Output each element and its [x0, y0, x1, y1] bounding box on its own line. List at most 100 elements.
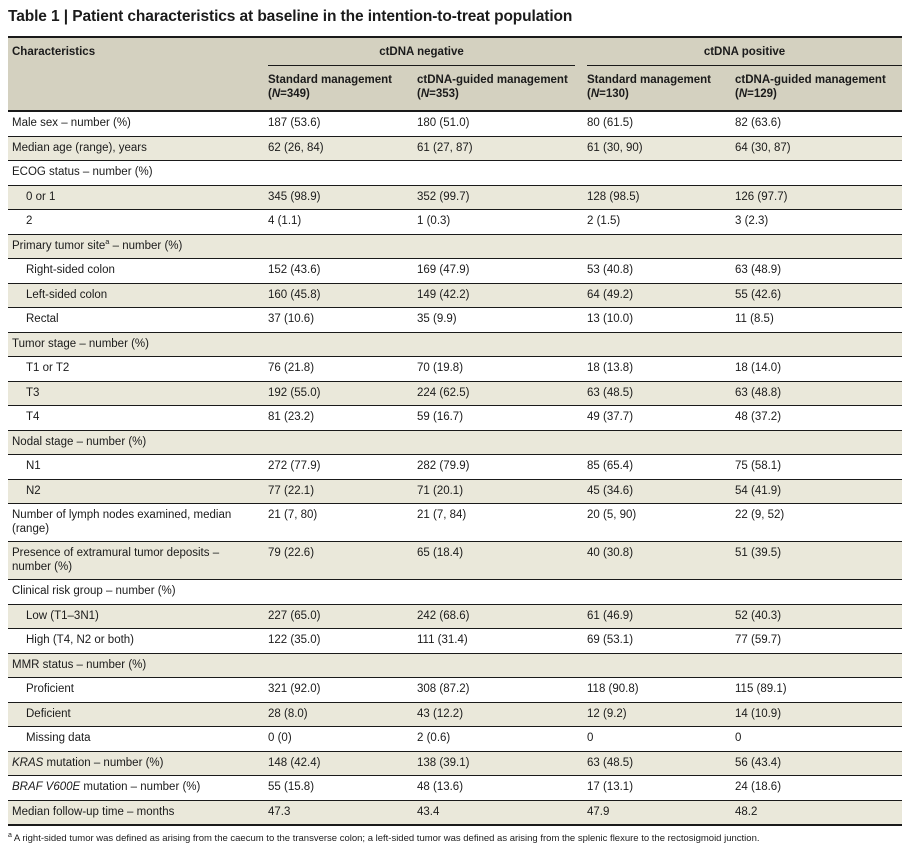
row-label: Primary tumor sitea – number (%) — [8, 236, 902, 254]
group-header-row: Characteristics ctDNA negative ctDNA pos… — [8, 45, 902, 66]
cell-value: 1 (0.3) — [417, 215, 451, 227]
cell-value: 47.3 — [268, 805, 291, 818]
label-text: Right-sided colon — [26, 264, 115, 276]
cell-value: 22 (9, 52) — [735, 509, 785, 521]
label-text: ( — [268, 88, 272, 100]
cell-value: 111 (31.4) — [417, 634, 468, 646]
cell-value: 52 (40.3) — [735, 609, 782, 622]
table-row: 2 4 (1.1) 1 (0.3) 2 (1.5) 3 (2.3) — [8, 210, 902, 235]
cell-value: 21 (7, 84) — [417, 509, 467, 521]
cell-value: 3 (2.3) — [735, 215, 769, 227]
label-text: Rectal — [26, 313, 59, 325]
cell-value: 55 (15.8) — [268, 781, 315, 793]
n-symbol: N — [420, 88, 430, 100]
cell-value: 21 (7, 80) — [268, 509, 318, 521]
row-label: T4 — [8, 411, 268, 425]
row-label: 0 or 1 — [8, 191, 268, 205]
table-row: Presence of extramural tumor deposits – … — [8, 542, 902, 580]
label-text: Median follow-up time – months — [12, 805, 175, 818]
label-text: N2 — [26, 484, 41, 497]
label-text: Median age (range), years — [12, 141, 147, 154]
column-header-name: Standard management — [587, 74, 711, 86]
cell-value: 4 (1.1) — [268, 215, 302, 227]
table-row: Low (T1–3N1) 227 (65.0) 242 (68.6) 61 (46.9… — [8, 604, 902, 629]
cell-value: 224 (62.5) — [417, 386, 470, 399]
row-label: Left-sided colon — [8, 289, 268, 303]
row-label: Male sex – number (%) — [8, 117, 268, 131]
label-text: Clinical risk group – number (%) — [12, 585, 176, 597]
footnote-text: A right-sided tumor was defined as arisi… — [13, 833, 760, 845]
cell-value: 126 (97.7) — [735, 190, 788, 203]
cell-value: 122 (35.0) — [268, 634, 321, 646]
cell-value: 118 (90.8) — [587, 683, 639, 695]
cell-value: 11 (8.5) — [735, 313, 774, 325]
cell-value: 13 (10.0) — [587, 313, 634, 325]
label-text: =349) — [280, 88, 310, 100]
cell-value: 148 (42.4) — [268, 756, 321, 769]
column-header: ctDNA-guided management (N=129) — [735, 73, 902, 101]
row-label: Low (T1–3N1) — [8, 610, 268, 624]
table-row: Rectal 37 (10.6) 35 (9.9) 13 (10.0) 11 (8.5) — [8, 308, 902, 333]
column-header: ctDNA-guided management (N=353) — [417, 73, 587, 101]
column-header: Standard management (N=349) — [268, 73, 417, 101]
table-row: KRAS mutation – number (%) 148 (42.4) 138 … — [8, 751, 902, 776]
cell-value: 18 (14.0) — [735, 362, 782, 374]
label-text: Number of lymph nodes examined, median (… — [12, 509, 232, 535]
cell-value: 79 (22.6) — [268, 547, 315, 559]
row-label: Rectal — [8, 313, 268, 327]
footnote-marker: a — [8, 832, 12, 839]
cell-value: 77 (22.1) — [268, 484, 315, 497]
label-text: High (T4, N2 or both) — [26, 634, 135, 646]
label-text: Left-sided colon — [26, 288, 108, 301]
row-label: Median age (range), years — [8, 142, 268, 156]
table-row: Median age (range), years 62 (26, 84) 61 (… — [8, 136, 902, 161]
cell-value: 64 (30, 87) — [735, 141, 791, 154]
row-label: T3 — [8, 387, 268, 401]
row-label: Nodal stage – number (%) — [8, 436, 902, 450]
group-header-ctdna-positive: ctDNA positive — [587, 45, 902, 66]
cell-value: 18 (13.8) — [587, 362, 634, 374]
cell-value: 61 (27, 87) — [417, 141, 473, 154]
cell-value: 35 (9.9) — [417, 313, 457, 325]
column-header-row: Standard management (N=349) ctDNA-guided m… — [8, 66, 902, 101]
label-text: Tumor stage – number (%) — [12, 337, 149, 350]
cell-value: 49 (37.7) — [587, 411, 634, 423]
label-text: Presence of extramural tumor deposits – … — [12, 547, 220, 573]
column-header-name: ctDNA-guided management — [417, 74, 568, 86]
cell-value: 82 (63.6) — [735, 117, 782, 129]
cell-value: 61 (30, 90) — [587, 141, 643, 154]
row-label: Right-sided colon — [8, 264, 268, 278]
cell-value: 55 (42.6) — [735, 288, 782, 301]
cell-value: 75 (58.1) — [735, 460, 782, 472]
cell-value: 43 (12.2) — [417, 707, 464, 720]
table-row: Deficient 28 (8.0) 43 (12.2) 12 (9.2) 14 (10… — [8, 702, 902, 727]
cell-value: 192 (55.0) — [268, 386, 321, 399]
cell-value: 345 (98.9) — [268, 190, 321, 203]
cell-value: 272 (77.9) — [268, 460, 321, 472]
table-row: N2 77 (22.1) 71 (20.1) 45 (34.6) 54 (41.9) — [8, 479, 902, 504]
cell-value: 0 — [735, 732, 742, 744]
row-label: High (T4, N2 or both) — [8, 634, 268, 648]
row-label: 2 — [8, 215, 268, 229]
cell-value: 0 — [587, 732, 594, 744]
cell-value: 149 (42.2) — [417, 288, 470, 301]
cell-value: 56 (43.4) — [735, 756, 782, 769]
cell-value: 17 (13.1) — [587, 781, 634, 793]
label-text: =129) — [747, 88, 777, 100]
column-header: Standard management (N=130) — [587, 73, 735, 101]
cell-value: 308 (87.2) — [417, 683, 470, 695]
footnote-marker: a — [105, 236, 110, 246]
section-row: MMR status – number (%) — [8, 653, 902, 678]
table-header: Characteristics ctDNA negative ctDNA pos… — [8, 38, 902, 112]
row-label: Tumor stage – number (%) — [8, 338, 902, 352]
row-label: BRAF V600E mutation – number (%) — [8, 781, 268, 795]
cell-value: 63 (48.5) — [587, 756, 634, 769]
cell-value: 48 (37.2) — [735, 411, 782, 423]
label-text: – number (%) — [109, 239, 183, 252]
table-row: Median follow-up time – months 47.3 43.4 47… — [8, 800, 902, 826]
cell-value: 64 (49.2) — [587, 288, 634, 301]
cell-value: 77 (59.7) — [735, 634, 782, 646]
cell-value: 14 (10.9) — [735, 707, 782, 720]
column-header-n: (N=129) — [735, 87, 902, 101]
cell-value: 152 (43.6) — [268, 264, 321, 276]
